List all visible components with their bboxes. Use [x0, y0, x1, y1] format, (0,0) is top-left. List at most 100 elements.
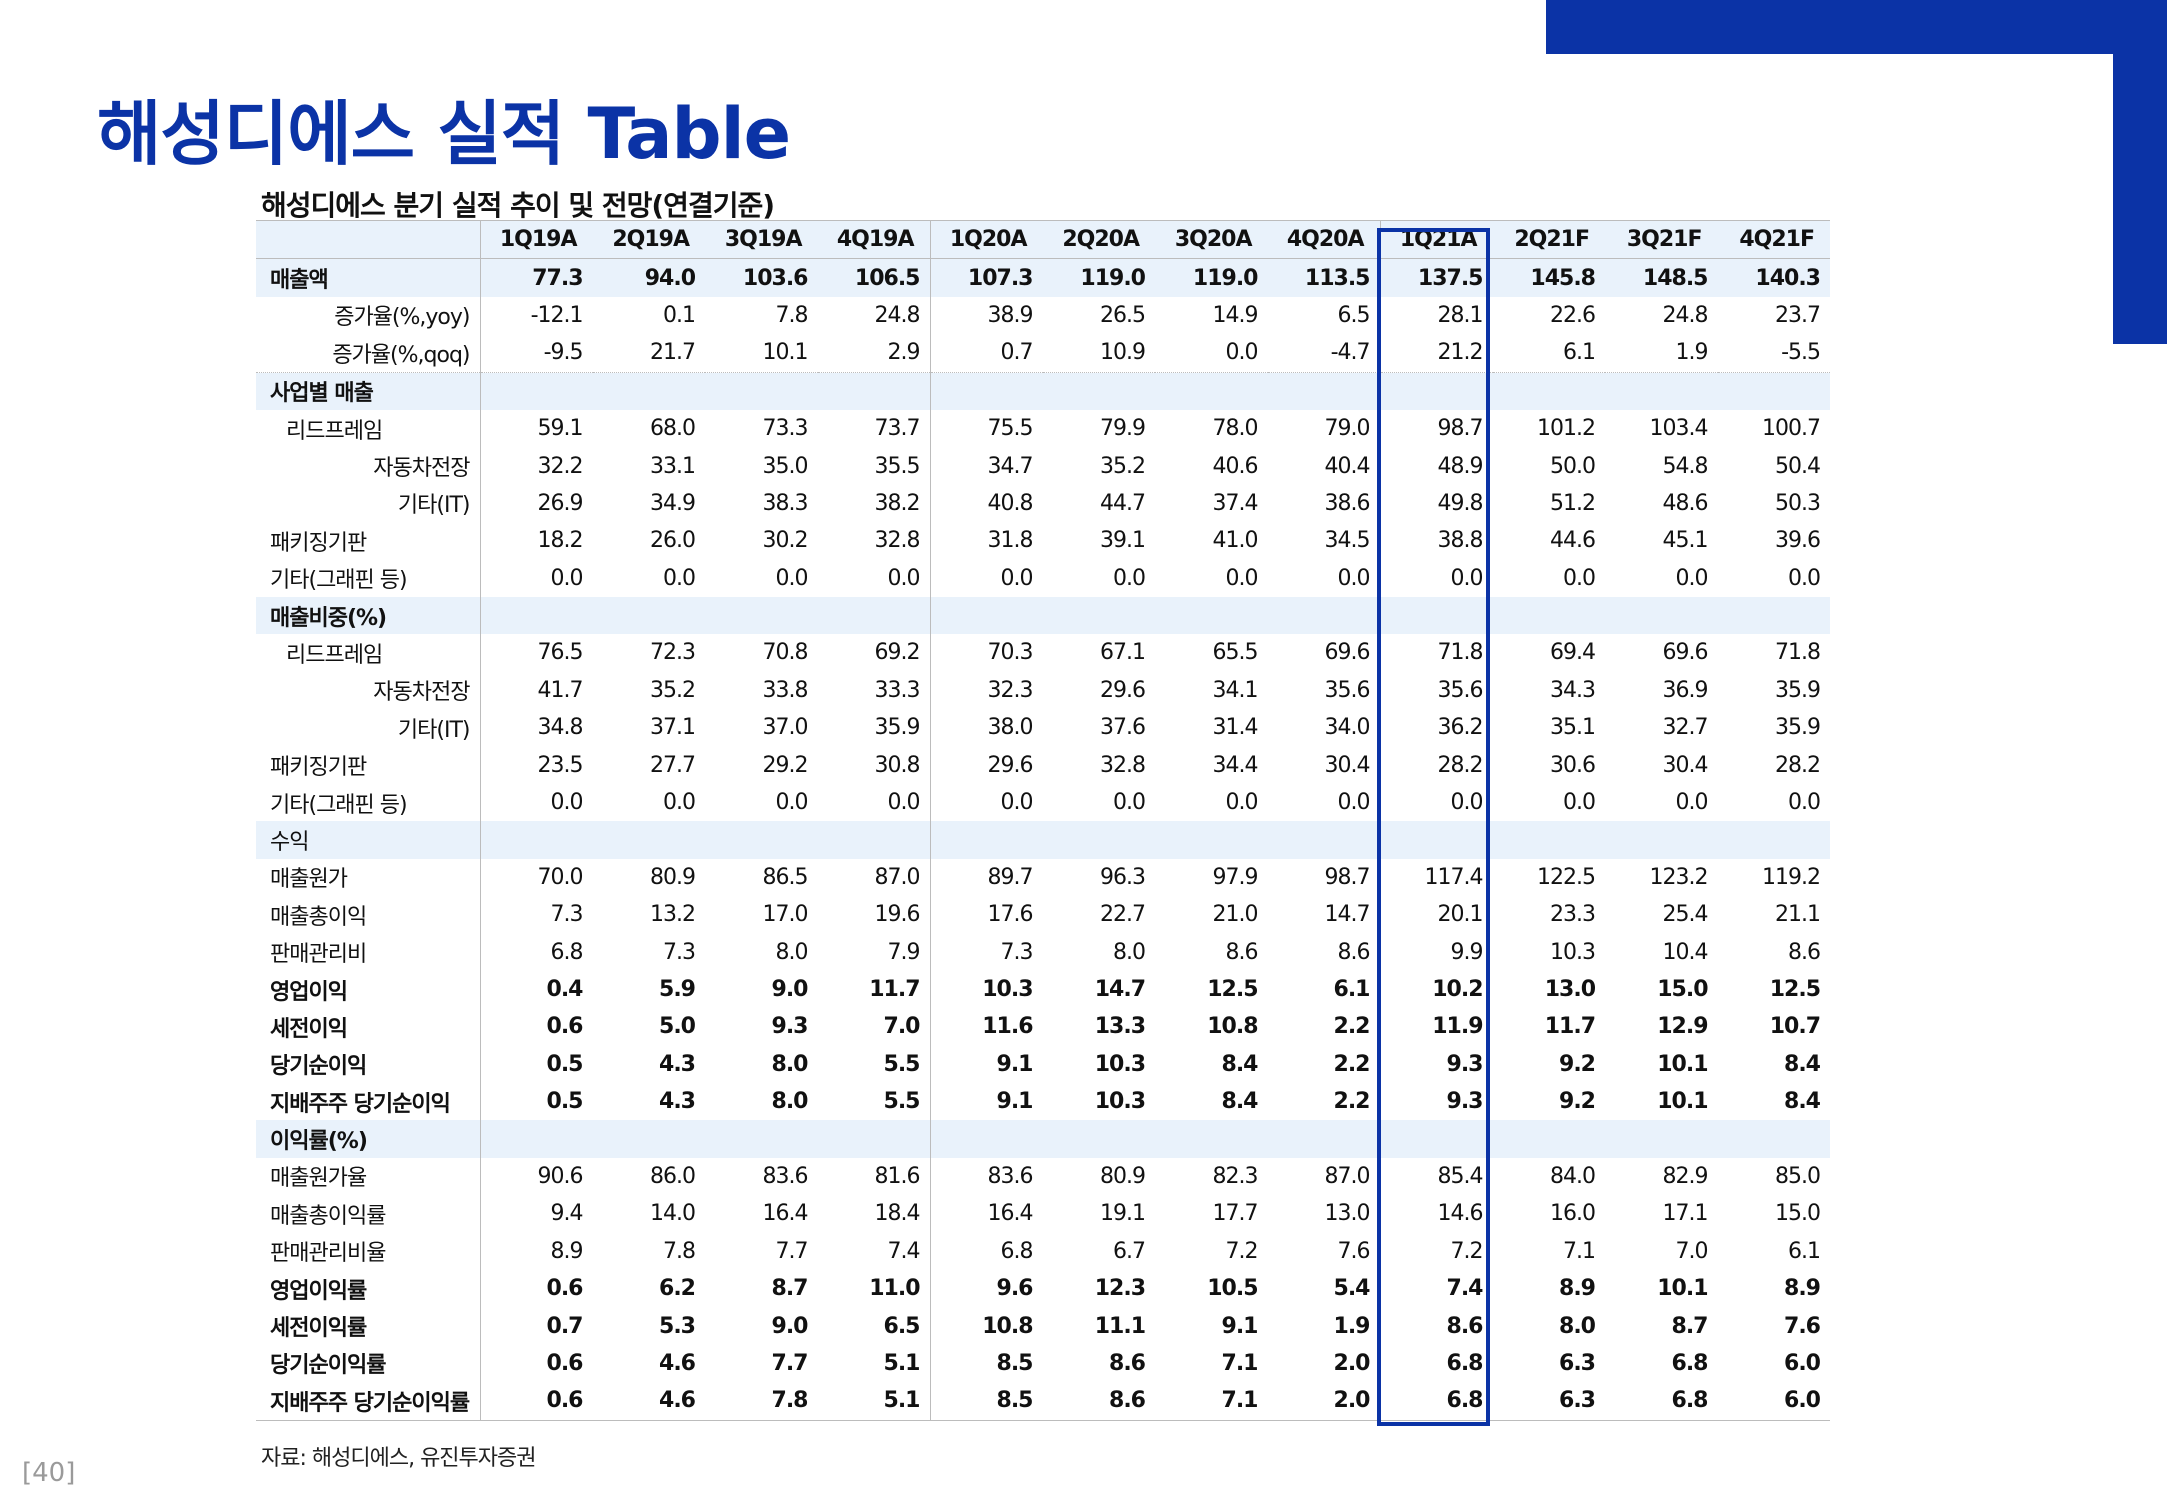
value-cell: -4.7 [1267, 334, 1381, 373]
value-cell: 4.3 [659, 1089, 696, 1115]
value-cell: 50.3 [1775, 490, 1821, 516]
value-cell: 35.9 [1775, 715, 1821, 741]
table-row: 기타(그래핀 등) 0.0 0.0 0.0 0.0 0.0 0.0 0.0 0.0 0.0 0.0 0… [256, 783, 1830, 822]
value-cell: 6.2 [659, 1276, 696, 1302]
row-label: 영업이익률 [256, 1269, 481, 1308]
table-row: 이익률(%) [256, 1120, 1830, 1158]
value-cell: 0.0 [817, 783, 931, 822]
value-cell: 26.5 [1100, 302, 1146, 328]
value-cell [1380, 1120, 1493, 1158]
value-cell: 7.8 [705, 1382, 818, 1421]
table-row: 세전이익 0.6 5.0 9.3 7.0 11.6 13.3 10.8 2.2 11.9 11.7 1… [256, 1008, 1830, 1046]
value-cell: 8.6 [1267, 933, 1381, 971]
value-cell: 9.1 [996, 1089, 1034, 1115]
value-cell: 69.6 [1662, 640, 1709, 666]
value-cell: 8.4 [1221, 1051, 1259, 1077]
value-cell: 29.6 [1100, 677, 1146, 703]
value-cell: 7.7 [771, 1350, 809, 1376]
value-cell [1042, 1120, 1155, 1158]
value-cell: -12.1 [530, 302, 584, 328]
value-cell: 27.7 [650, 752, 696, 778]
value-cell: 0.0 [1000, 565, 1034, 591]
value-cell [930, 372, 1043, 410]
value-cell [592, 596, 705, 635]
row-label: 당기순이익 [256, 1045, 481, 1083]
value-cell: 18.4 [817, 1195, 931, 1233]
value-cell: 28.1 [1437, 302, 1484, 328]
table-row: 기타(IT) 26.9 34.9 38.3 38.2 40.8 44.7 37.4 38.6 49… [256, 484, 1830, 523]
value-cell: 0.0 [775, 790, 809, 816]
value-cell: 35.2 [650, 677, 696, 703]
value-cell: 8.6 [1788, 939, 1821, 965]
column-header: 4Q20A [1267, 219, 1381, 260]
value-cell: 16.4 [987, 1201, 1034, 1227]
value-cell: 8.6 [1225, 939, 1259, 965]
financial-table-container: 1Q19A 2Q19A 3Q19A 4Q19A 1Q20A 2Q20A 3Q20A 4Q20A… [256, 219, 1830, 1421]
value-cell: 26.0 [650, 528, 696, 554]
value-cell: 0.5 [546, 1089, 584, 1115]
value-cell: 10.1 [705, 334, 818, 373]
table-row: 매출원가 70.0 80.9 86.5 87.0 89.7 96.3 97.9 98.7 117.… [256, 858, 1830, 897]
value-cell: 35.0 [762, 453, 809, 479]
value-cell: 0.0 [1675, 790, 1709, 816]
value-cell: 9.1 [996, 1051, 1034, 1077]
value-cell: 30.6 [1550, 752, 1596, 778]
column-header: 3Q20A [1155, 219, 1268, 260]
column-header: 1Q20A [930, 219, 1043, 260]
value-cell: 7.2 [1225, 1238, 1259, 1264]
table-row: 매출총이익률 9.4 14.0 16.4 18.4 16.4 19.1 17.7 13.0 14.… [256, 1195, 1830, 1233]
value-cell: 10.1 [1657, 1089, 1708, 1115]
value-cell [1155, 596, 1268, 635]
value-cell [592, 1120, 705, 1158]
column-header: 2Q20A [1042, 219, 1155, 260]
value-cell: 75.5 [987, 416, 1034, 442]
value-cell: 22.7 [1100, 902, 1146, 928]
value-cell: 6.8 [1380, 1382, 1493, 1421]
value-cell: 82.9 [1662, 1163, 1709, 1189]
value-cell: 37.4 [1212, 490, 1259, 516]
value-cell: 41.0 [1212, 528, 1259, 554]
table-row: 기타(그래핀 등) 0.0 0.0 0.0 0.0 0.0 0.0 0.0 0.0 0.0 0.0 0… [256, 559, 1830, 597]
value-cell: 44.7 [1100, 490, 1146, 516]
row-label: 매출액 [256, 258, 481, 297]
row-label: 증가율(%,yoy) [256, 296, 481, 335]
value-cell: 28.2 [1775, 752, 1821, 778]
value-cell: 94.0 [592, 258, 705, 297]
column-header: 3Q19A [705, 219, 818, 260]
value-cell: 7.1 [1221, 1350, 1259, 1376]
value-cell: 34.0 [1267, 709, 1381, 747]
value-cell: 38.2 [817, 484, 931, 523]
value-cell: 2.2 [1267, 1045, 1381, 1083]
page-number: [40] [22, 1458, 76, 1488]
value-cell: 103.6 [705, 258, 818, 297]
value-cell: 26.9 [537, 490, 584, 516]
value-cell: 10.3 [1094, 1089, 1146, 1115]
table-row: 매출비중(%) [256, 596, 1830, 635]
value-cell: 6.1 [1788, 1238, 1821, 1264]
column-header: 1Q21A [1380, 219, 1493, 260]
row-label: 기타(그래핀 등) [256, 559, 481, 597]
value-cell: 54.8 [1662, 453, 1709, 479]
value-cell: 0.0 [1267, 559, 1381, 597]
value-cell [1380, 596, 1493, 635]
row-label: 매출총이익 [256, 896, 481, 934]
row-label: 기타(IT) [256, 709, 481, 747]
row-label: 이익률(%) [256, 1120, 481, 1158]
table-row: 매출총이익 7.3 13.2 17.0 19.6 17.6 22.7 21.0 14.7 20.1… [256, 896, 1830, 934]
value-cell: 9.1 [1221, 1313, 1259, 1339]
value-cell: 0.0 [1000, 790, 1034, 816]
value-cell: 34.7 [987, 453, 1034, 479]
value-cell [1267, 372, 1381, 410]
value-cell: 15.0 [1657, 977, 1708, 1002]
value-cell [1717, 596, 1830, 635]
value-cell [1380, 372, 1493, 410]
value-cell [1492, 1120, 1605, 1158]
value-cell [705, 821, 818, 859]
accent-bar-right [2113, 0, 2167, 344]
table-row: 사업별 매출 [256, 372, 1830, 410]
value-cell: 7.4 [1446, 1276, 1484, 1302]
value-cell: 0.0 [1225, 565, 1259, 591]
value-cell: 5.1 [817, 1344, 931, 1383]
value-cell: 137.5 [1380, 258, 1493, 297]
value-cell: 10.3 [1094, 1051, 1146, 1077]
